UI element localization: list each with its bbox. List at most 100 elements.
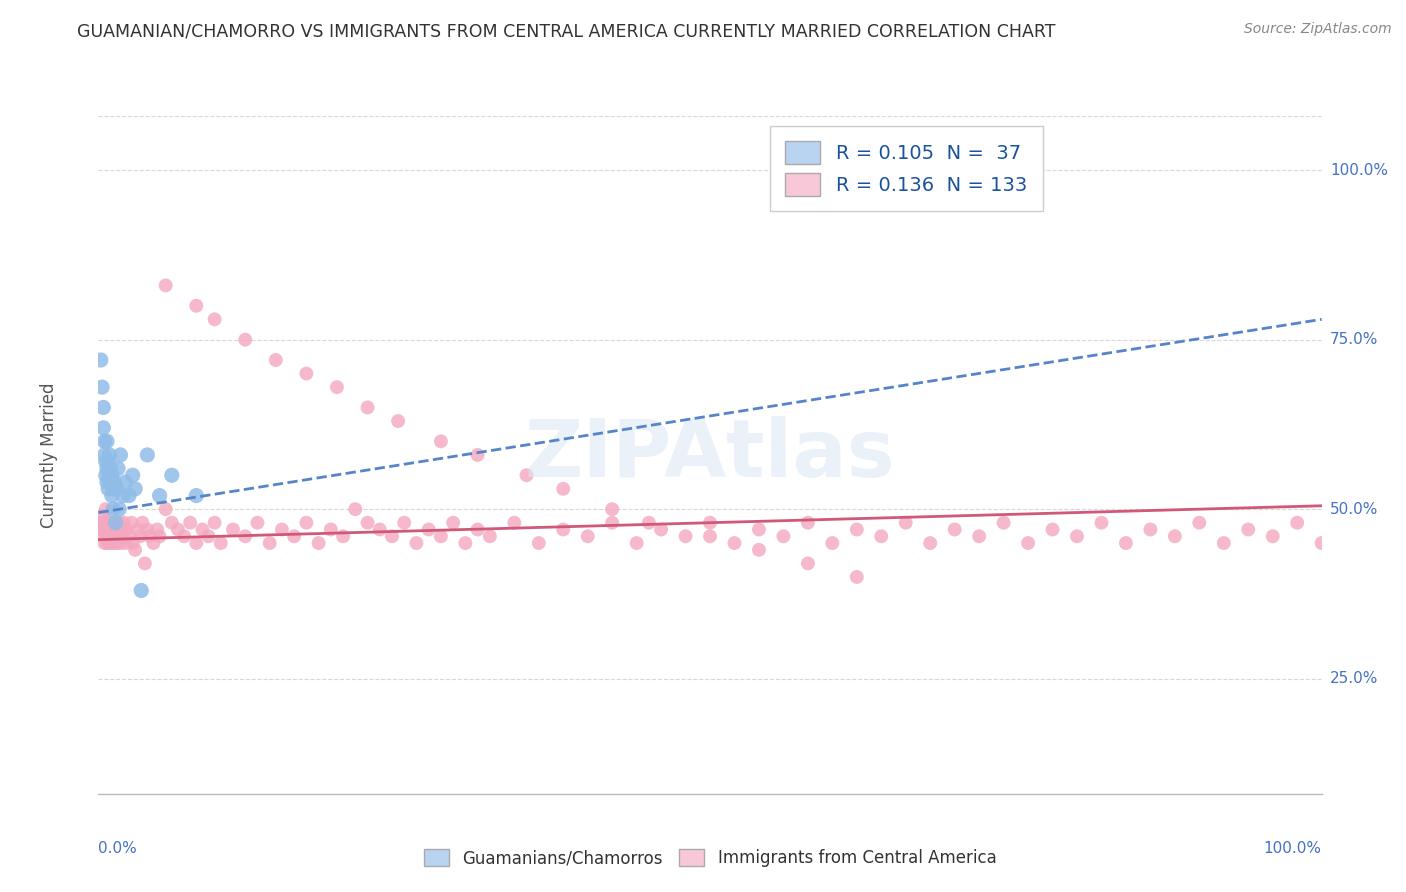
Point <box>96 461 118 475</box>
Point <box>90 516 112 530</box>
Point <box>179 516 201 530</box>
Point <box>103 536 125 550</box>
Point <box>110 448 132 462</box>
Point <box>454 536 477 550</box>
Point <box>91 401 114 415</box>
Point <box>93 434 115 449</box>
Point <box>600 516 623 530</box>
Text: Currently Married: Currently Married <box>41 382 59 528</box>
Point <box>129 583 152 598</box>
Point <box>103 475 125 489</box>
Point <box>91 508 114 523</box>
Point <box>430 434 453 449</box>
Point <box>1164 529 1187 543</box>
Point <box>101 468 124 483</box>
Point <box>356 401 378 415</box>
Point <box>114 536 136 550</box>
Point <box>131 516 153 530</box>
Point <box>108 516 131 530</box>
Point <box>136 448 159 462</box>
Point <box>110 536 132 550</box>
Point <box>107 461 129 475</box>
Point <box>173 529 195 543</box>
Point <box>1188 516 1211 530</box>
Point <box>121 468 143 483</box>
Point <box>332 529 354 543</box>
Text: 50.0%: 50.0% <box>1330 501 1378 516</box>
Point <box>149 489 172 503</box>
Point <box>993 516 1015 530</box>
Point <box>129 529 152 543</box>
Point <box>91 421 114 435</box>
Point <box>120 516 142 530</box>
Point <box>283 529 305 543</box>
Point <box>723 536 745 550</box>
Point <box>1286 516 1309 530</box>
Point <box>101 529 124 543</box>
Point <box>797 557 820 571</box>
Point <box>797 516 820 530</box>
Point <box>124 482 146 496</box>
Point <box>91 523 114 537</box>
Point <box>600 502 623 516</box>
Point <box>368 523 391 537</box>
Point <box>233 333 256 347</box>
Point <box>356 516 378 530</box>
Point <box>118 489 141 503</box>
Point <box>91 380 114 394</box>
Point <box>101 482 124 496</box>
Point <box>197 529 219 543</box>
Point <box>894 516 917 530</box>
Point <box>920 536 942 550</box>
Point <box>103 523 125 537</box>
Point <box>124 542 146 557</box>
Point <box>100 461 122 475</box>
Point <box>93 536 115 550</box>
Point <box>100 475 122 489</box>
Point <box>264 353 287 368</box>
Point <box>90 353 112 368</box>
Point <box>100 516 122 530</box>
Point <box>94 468 117 483</box>
Point <box>105 536 128 550</box>
Text: 25.0%: 25.0% <box>1330 671 1378 686</box>
Point <box>1212 536 1234 550</box>
Point <box>149 529 172 543</box>
Point <box>91 529 114 543</box>
Point <box>98 468 121 483</box>
Point <box>637 516 661 530</box>
Point <box>142 536 165 550</box>
Point <box>326 380 349 394</box>
Point <box>845 523 868 537</box>
Point <box>96 523 118 537</box>
Point <box>107 529 129 543</box>
Point <box>186 299 208 313</box>
Point <box>155 278 177 293</box>
Point <box>186 489 208 503</box>
Point <box>139 529 162 543</box>
Point <box>821 536 844 550</box>
Point <box>209 536 232 550</box>
Point <box>112 516 135 530</box>
Point <box>650 523 672 537</box>
Point <box>418 523 440 537</box>
Point <box>101 523 124 537</box>
Point <box>845 570 868 584</box>
Point <box>146 523 169 537</box>
Text: ZIPAtlas: ZIPAtlas <box>524 416 896 494</box>
Text: 100.0%: 100.0% <box>1330 162 1388 178</box>
Point <box>222 523 245 537</box>
Point <box>104 529 127 543</box>
Point <box>270 523 294 537</box>
Point <box>105 523 128 537</box>
Point <box>97 529 120 543</box>
Point <box>553 482 575 496</box>
Point <box>515 468 537 483</box>
Point <box>93 448 115 462</box>
Point <box>1310 536 1333 550</box>
Point <box>699 529 721 543</box>
Point <box>1042 523 1064 537</box>
Point <box>870 529 893 543</box>
Point <box>96 475 118 489</box>
Point <box>503 516 526 530</box>
